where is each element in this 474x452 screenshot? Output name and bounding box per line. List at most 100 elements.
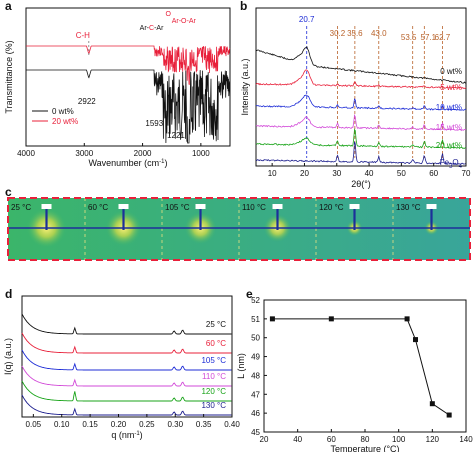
y-tick-label-e: 51 xyxy=(251,315,260,324)
x-tick-label-d: 0.35 xyxy=(196,420,212,429)
peak-label: 20.7 xyxy=(299,15,315,24)
peak-label: 35.6 xyxy=(347,29,363,38)
x-axis-label-a: Wavenumber (cm-1) xyxy=(88,158,167,168)
panel-letter-c: c xyxy=(5,185,12,199)
series-label-fe3o4: Fe3O4 xyxy=(440,158,463,170)
series-label-d: 130 °C xyxy=(201,401,226,410)
annotation-o-top: O xyxy=(165,11,171,18)
xrd-series-line-5 xyxy=(255,141,467,165)
data-point-e xyxy=(328,316,334,322)
data-point-e xyxy=(404,316,410,322)
annotation-ar-o-ar: Ar-O-Ar xyxy=(172,18,197,25)
saxs-series-line-5 xyxy=(21,394,232,416)
x-axis-label-e: Temperature (°C) xyxy=(330,444,399,452)
plot-frame-b xyxy=(255,7,467,167)
x-tick-label-d: 0.20 xyxy=(111,420,127,429)
annotation-ar-c-ar: Ar-C-Ar xyxy=(140,25,164,32)
panel-letter-d: d xyxy=(5,287,12,301)
x-tick-label-b: 30 xyxy=(332,169,341,178)
panel-letter-b: b xyxy=(240,0,247,13)
temp-label: 105 °C xyxy=(165,203,190,212)
peak-label: 57.1 xyxy=(421,33,437,42)
x-tick-label-d: 0.25 xyxy=(139,420,155,429)
series-label-b: 10 wt% xyxy=(436,103,462,112)
label-backdrop xyxy=(195,204,206,209)
x-tick-label-e: 120 xyxy=(426,435,440,444)
data-point-e xyxy=(269,316,275,322)
x-label-a-sup: -1 xyxy=(159,159,165,165)
annotation-2922: 2922 xyxy=(78,97,96,106)
y-axis-label-d: I(q) (a.u.) xyxy=(3,338,13,375)
series-label-b: 0 wt% xyxy=(440,67,462,76)
xrd-series-line-0 xyxy=(255,46,467,84)
ar-c-ar-c: C xyxy=(149,25,154,32)
x-tick-label-e: 60 xyxy=(327,435,336,444)
plot-frame-e xyxy=(263,299,467,433)
x-label-d-end: ) xyxy=(140,430,143,440)
y-axis-label-e: L (nm) xyxy=(236,353,246,379)
panel-d: d 25 °C 60 °C 105 °C 110 °C 120 °C 130 °C 0.05 0… xyxy=(3,287,240,440)
label-backdrop xyxy=(349,204,360,209)
series-label-b: 15 wt% xyxy=(436,123,462,132)
xrd-series-line-3 xyxy=(255,113,466,132)
x-tick-label-e: 100 xyxy=(392,435,406,444)
x-axis-label-d: q (nm-1) xyxy=(111,430,142,440)
x-axis-label-b: 2θ(°) xyxy=(351,179,371,189)
series-20wt-line xyxy=(26,45,231,85)
plot-frame-a xyxy=(25,7,231,147)
saxs-series-line-4 xyxy=(21,380,232,402)
x-label-a-end: ) xyxy=(165,158,168,168)
temp-label: 60 °C xyxy=(88,203,108,212)
series-label-d: 60 °C xyxy=(206,339,226,348)
label-backdrop xyxy=(118,204,129,209)
y-tick-label-e: 52 xyxy=(251,296,260,305)
x-label-d-sup: -1 xyxy=(134,431,140,437)
fe3o4-sub4: 4 xyxy=(459,164,463,170)
series-label-d: 105 °C xyxy=(201,356,226,365)
data-point-e xyxy=(429,401,435,407)
x-tick-label-e: 20 xyxy=(260,435,269,444)
temp-label: 110 °C xyxy=(242,203,266,212)
dashed-border xyxy=(7,197,471,261)
x-tick-label-a: 3000 xyxy=(75,149,93,158)
x-tick-label-b: 60 xyxy=(429,169,438,178)
xrd-series-line-2 xyxy=(255,94,467,111)
xrd-series-line-1 xyxy=(255,69,467,89)
y-tick-label-e: 45 xyxy=(251,428,260,437)
x-tick-label-a: 2000 xyxy=(134,149,152,158)
peak-label: 53.5 xyxy=(401,33,417,42)
peak-label: 30.2 xyxy=(330,29,346,38)
x-tick-label-e: 40 xyxy=(293,435,302,444)
x-tick-label-d: 0.15 xyxy=(82,420,98,429)
y-tick-label-e: 46 xyxy=(251,409,260,418)
series-label-d: 25 °C xyxy=(206,320,226,329)
ar-o-ar-suffix: -Ar xyxy=(187,18,197,25)
ar-o-ar-prefix: Ar- xyxy=(172,18,182,25)
y-axis-label-a: Transmittance (%) xyxy=(4,40,14,113)
x-tick-label-b: 70 xyxy=(462,169,471,178)
x-tick-label-b: 40 xyxy=(365,169,374,178)
annotation-ch: C-H xyxy=(76,31,90,40)
peak-label: 43.0 xyxy=(371,29,387,38)
x-label-a-main: Wavenumber (cm xyxy=(88,158,159,168)
x-tick-label-b: 10 xyxy=(268,169,277,178)
temp-label: 25 °C xyxy=(11,203,31,212)
y-tick-label-e: 49 xyxy=(251,353,260,362)
saxs-series-line-2 xyxy=(21,349,232,371)
y-tick-label-e: 47 xyxy=(251,390,260,399)
series-label-b: 5 wt% xyxy=(440,83,462,92)
series-label-d: 110 °C xyxy=(202,372,226,381)
x-tick-label-d: 0.30 xyxy=(167,420,183,429)
panel-letter-a: a xyxy=(5,0,12,13)
annotation-1593: 1593 xyxy=(145,119,163,128)
label-backdrop xyxy=(272,204,283,209)
legend-label-20wt: 20 wt% xyxy=(52,117,78,126)
xrd-series-line-4 xyxy=(255,128,467,150)
panel-letter-e: e xyxy=(246,287,253,301)
peak-label: 62.7 xyxy=(435,33,451,42)
fe3o4-sub3: 3 xyxy=(449,164,453,170)
x-tick-label-b: 20 xyxy=(300,169,309,178)
legend-label-0wt: 0 wt% xyxy=(52,107,74,116)
panel-b: b 20.7 30.2 35.6 43.0 53.5 57.162.7 0 wt% 5 wt% 1… xyxy=(240,0,471,189)
